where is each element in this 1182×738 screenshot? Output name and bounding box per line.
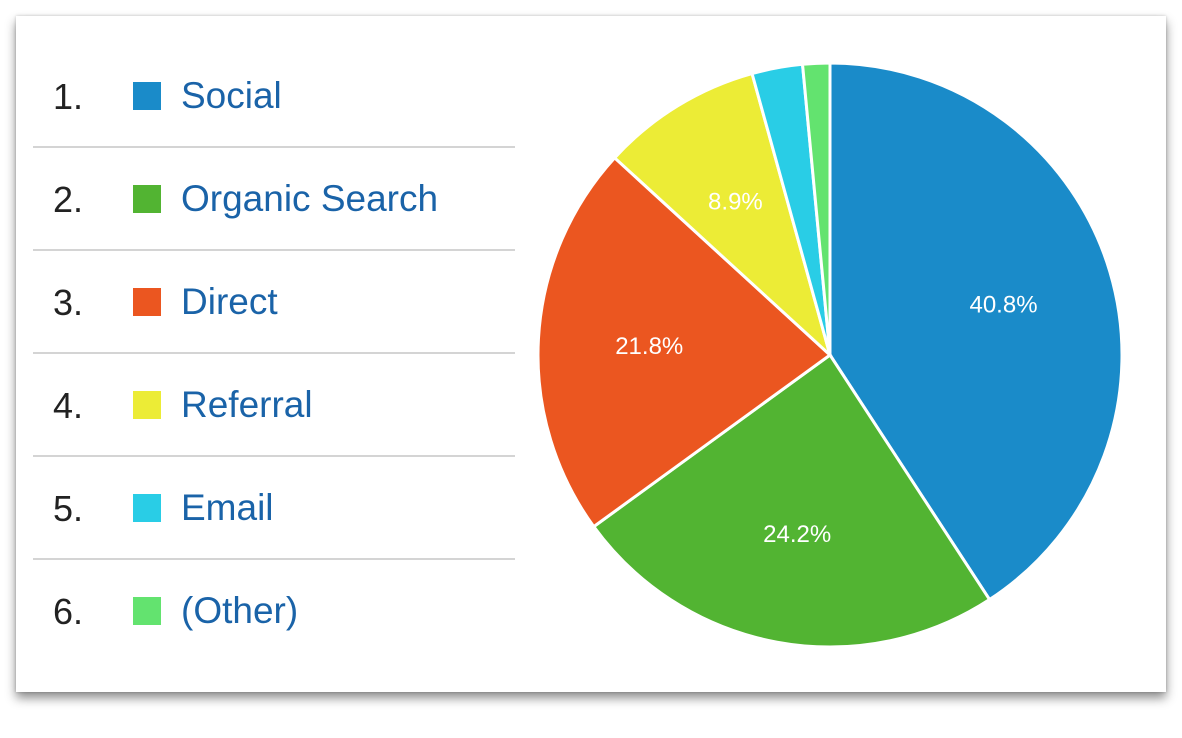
legend-item[interactable]: 4. Referral — [33, 354, 515, 457]
legend-rank: 3. — [53, 282, 84, 323]
legend-label[interactable]: Organic Search — [181, 178, 439, 219]
data-label: 24.2% — [763, 521, 831, 548]
pie-slice-organic-search[interactable] — [591, 352, 992, 649]
legend-swatch — [133, 391, 161, 419]
pie-slice-other[interactable] — [800, 61, 832, 356]
legend-rank: 2. — [53, 179, 84, 220]
legend: 1. Social 2. Organic Search 3. Direct 4. Referr… — [33, 45, 515, 661]
legend-label[interactable]: Direct — [181, 281, 278, 322]
legend-swatch — [133, 185, 161, 213]
legend-item[interactable]: 5. Email — [33, 457, 515, 560]
legend-item[interactable]: 6. (Other) — [33, 560, 515, 661]
pie-slice-referral[interactable] — [612, 71, 833, 360]
legend-rank: 6. — [53, 591, 84, 632]
data-label: 21.8% — [615, 333, 683, 360]
data-label: 40.8% — [969, 291, 1037, 318]
legend-swatch — [133, 494, 161, 522]
data-label: 8.9% — [708, 189, 763, 216]
legend-item[interactable]: 1. Social — [33, 45, 515, 148]
legend-rank: 5. — [53, 488, 84, 529]
legend-label[interactable]: Email — [181, 487, 274, 528]
legend-rank: 1. — [53, 76, 84, 117]
pie-slice-direct[interactable] — [536, 155, 833, 529]
legend-swatch — [133, 82, 161, 110]
legend-label[interactable]: Social — [181, 75, 282, 116]
legend-item[interactable]: 2. Organic Search — [33, 148, 515, 251]
legend-label[interactable]: (Other) — [181, 590, 299, 631]
legend-rank: 4. — [53, 385, 84, 426]
legend-swatch — [133, 288, 161, 316]
legend-swatch — [133, 597, 161, 625]
legend-item[interactable]: 3. Direct — [33, 251, 515, 354]
legend-label[interactable]: Referral — [181, 384, 313, 425]
